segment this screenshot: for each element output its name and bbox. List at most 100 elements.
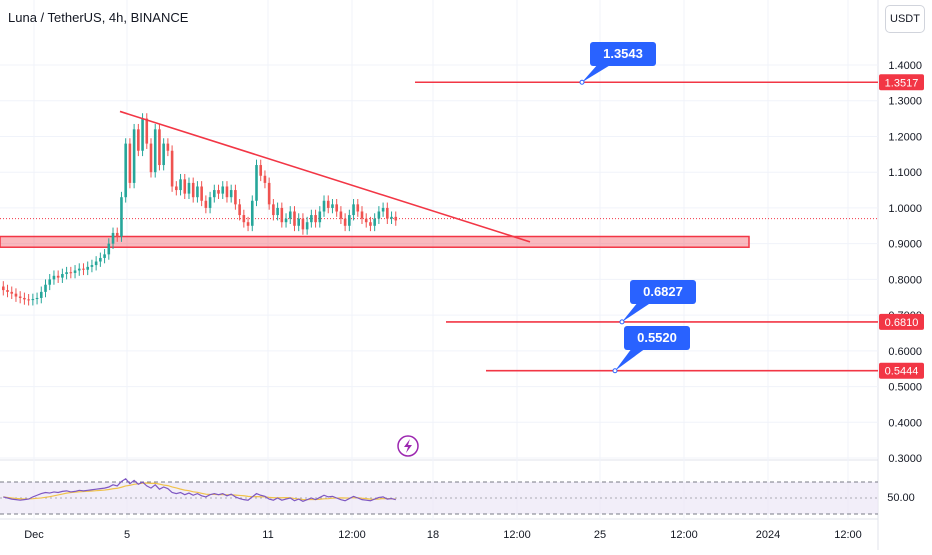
time-tick-label: 2024 — [756, 529, 780, 541]
currency-button[interactable]: USDT — [885, 5, 925, 33]
candle-body — [267, 182, 271, 205]
candle-body — [158, 129, 161, 166]
candle-body — [35, 297, 39, 300]
level-price-label: 0.6810 — [885, 317, 919, 329]
support-zone — [0, 235, 750, 248]
candle-body — [10, 291, 14, 294]
candle-body — [200, 186, 203, 201]
candle-body — [331, 204, 334, 208]
candle-body — [310, 215, 313, 223]
time-tick-label: 12:00 — [670, 529, 698, 541]
chart-title: Luna / TetherUS, 4h, BINANCE — [8, 10, 189, 25]
candle-body — [196, 186, 199, 198]
candle-body — [23, 297, 26, 300]
candle-body — [255, 165, 258, 201]
price-tick-label: 1.4000 — [888, 60, 922, 72]
candle-body — [149, 143, 153, 173]
candle-body — [132, 129, 136, 183]
candle-body — [137, 129, 140, 151]
time-tick-label: 12:00 — [503, 529, 531, 541]
candle-body — [191, 182, 195, 198]
candle-body — [69, 272, 73, 274]
candle-body — [217, 190, 220, 194]
candle-body — [377, 211, 381, 219]
callout-anchor — [619, 319, 625, 325]
candle-body — [250, 200, 254, 226]
price-tick-label: 0.3000 — [888, 453, 922, 465]
candle-body — [187, 182, 191, 194]
candle-body — [145, 118, 149, 144]
candle-body — [272, 204, 275, 216]
candle-body — [335, 204, 338, 212]
candle-body — [208, 197, 212, 208]
price-tick-label: 0.8000 — [888, 274, 922, 286]
candle-body — [14, 293, 18, 297]
candle-body — [120, 197, 123, 237]
candle-body — [82, 268, 85, 270]
candle-body — [352, 204, 355, 216]
candle-body — [2, 286, 5, 291]
candle-body — [263, 175, 267, 183]
rsi-line — [3, 477, 396, 502]
price-tick-label: 1.3000 — [888, 96, 922, 108]
callout-label: 0.5520 — [637, 330, 677, 345]
time-tick-label: 11 — [262, 529, 273, 541]
price-tick-label: 0.9000 — [888, 239, 922, 251]
callout-pointer — [622, 302, 652, 322]
candle-body — [234, 190, 237, 205]
callout-pointer — [582, 64, 612, 83]
candle-body — [225, 186, 229, 198]
candle-body — [153, 129, 157, 173]
candle-body — [390, 216, 393, 219]
candle-body — [318, 211, 322, 223]
time-tick-label: Dec — [24, 529, 44, 541]
price-tick-label: 0.4000 — [888, 417, 922, 429]
candle-body — [65, 272, 68, 275]
level-price-tag — [879, 74, 924, 91]
callout-anchor — [612, 368, 618, 374]
candle-body — [326, 200, 330, 208]
candle-body — [288, 211, 292, 219]
candle-body — [221, 186, 225, 194]
trendline — [119, 110, 531, 243]
candle-body — [141, 118, 144, 151]
candle-body — [373, 218, 376, 226]
candle-body — [204, 200, 208, 208]
candle-body — [280, 207, 284, 223]
candle-body — [213, 190, 216, 198]
candle-body — [39, 291, 43, 298]
candle-body — [276, 207, 279, 216]
candle-body — [259, 165, 263, 176]
time-tick-label: 12:00 — [338, 529, 366, 541]
candle-body — [124, 143, 127, 198]
callout-pointer — [615, 348, 646, 371]
level-price-label: 1.3517 — [885, 77, 919, 89]
candle-body — [77, 268, 81, 271]
candle-body — [386, 207, 389, 219]
candle-body — [322, 200, 326, 212]
candle-body — [175, 186, 178, 191]
candle-body — [381, 207, 385, 212]
candle-body — [48, 279, 52, 285]
candle-body — [61, 274, 64, 278]
candle-body — [305, 222, 309, 230]
lightning-icon — [397, 435, 419, 457]
price-tick-label: 1.1000 — [888, 167, 922, 179]
price-tick-label: 0.6000 — [888, 346, 922, 358]
candle-body — [246, 222, 250, 226]
candle-body — [339, 211, 343, 219]
candle-body — [170, 150, 174, 187]
candle-body — [18, 296, 22, 298]
candle-body — [52, 275, 56, 280]
candle-body — [6, 290, 9, 292]
candle-body — [166, 143, 170, 151]
candle-body — [99, 257, 102, 262]
candle-body — [86, 266, 89, 270]
time-tick-label: 5 — [124, 529, 130, 541]
candle-body — [314, 215, 317, 223]
price-tick-label: 1.0000 — [888, 203, 922, 215]
candle-body — [27, 299, 30, 301]
candle-body — [284, 218, 288, 223]
